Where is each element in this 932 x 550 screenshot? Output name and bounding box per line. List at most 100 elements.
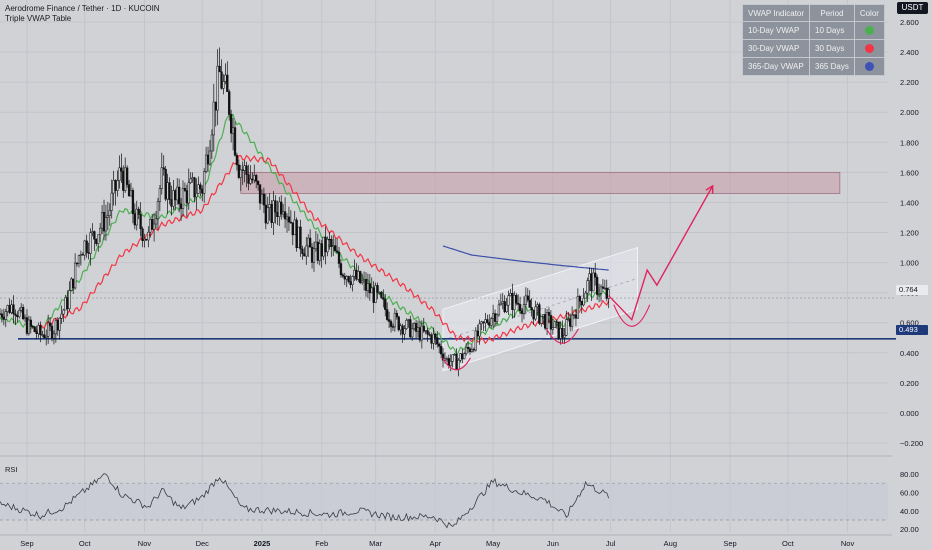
header-indicator: VWAP Indicator [741,4,811,22]
candle-body [335,250,339,253]
candle-body [595,277,599,295]
candle-body [528,299,531,308]
candle-body [241,169,244,171]
currency-badge[interactable]: USDT [897,2,928,14]
candle-body [503,301,506,313]
candle-body [547,312,551,316]
candle-body [66,297,69,310]
candle-body [569,318,572,327]
candle-body [526,295,529,301]
candle-body [16,315,19,318]
candle-body [14,313,17,316]
candle-body [54,320,58,335]
candle-body [397,316,400,331]
candle-body [545,312,549,329]
candle-body [191,177,194,180]
candle-body [520,310,524,314]
candle-body [345,276,348,280]
candle-body [409,319,412,338]
candle-body [285,216,289,220]
candle-body [95,238,98,244]
candle-body [607,289,610,299]
support-line-layer [0,297,896,340]
candle-body [355,270,358,280]
candle-body [251,178,254,181]
projection-layer [442,184,714,371]
candle-body [291,222,294,236]
candle-body [208,150,212,165]
time-tick-label: Nov [138,539,152,548]
vwap-row-365: 365-Day VWAP 365 Days [741,57,885,76]
candle-body [233,127,237,156]
candle-body [185,190,188,204]
candle-body [31,326,34,328]
price-tick-label: 2.600 [900,18,919,27]
candle-body [372,287,375,303]
candle-body [256,180,260,185]
row-period: 30 Days [809,39,855,58]
candle-body [2,317,6,320]
candle-body [141,228,144,241]
candle-body [411,328,414,338]
candlestick-series [0,47,610,377]
candle-body [147,231,150,241]
candle-body [337,251,341,264]
candle-body [349,281,352,285]
candle-body [438,343,441,347]
candle-body [376,285,379,293]
candle-body [83,240,86,256]
candle-body [268,204,271,208]
candle-body [276,211,279,217]
time-tick-label: Sep [723,539,736,548]
candle-body [237,164,241,178]
candle-body [79,254,83,256]
candle-body [582,297,585,306]
candle-body [474,330,477,351]
candle-body [476,330,479,337]
candle-body [559,328,562,339]
vwap-line-30 [34,154,610,345]
candle-body [114,180,117,191]
vwap-table-header: VWAP Indicator Period Color [741,4,885,22]
price-tick-label: 0.600 [900,319,919,328]
candle-body [204,154,208,172]
candle-body [399,325,402,331]
candle-body [266,207,269,224]
candle-body [104,217,108,232]
candle-body [334,245,337,252]
rsi-tick-label: 60.00 [900,488,919,497]
candle-body [357,271,360,280]
time-tick-label: Jul [606,539,616,548]
candle-body [370,287,373,294]
time-tick-label: May [486,539,500,548]
vwap-table: VWAP Indicator Period Color 10-Day VWAP … [741,4,885,76]
candle-body [56,320,59,331]
vwap-line-10 [0,113,610,357]
header-period: Period [809,4,855,22]
candle-body [129,189,133,197]
candle-body [189,178,192,183]
candle-body [282,211,285,215]
candle-body [414,323,418,332]
resistance-zone [240,171,841,194]
price-tick-label: −0.200 [900,439,923,448]
candle-body [318,243,321,261]
time-tick-label: Mar [369,539,382,548]
candle-body [145,238,148,241]
candle-body [470,349,474,352]
candle-body [48,322,52,327]
candle-body [603,287,606,290]
candle-body [81,254,84,256]
candle-body [25,317,29,334]
vwap-lines-layer [0,113,610,357]
candle-body [457,359,460,370]
candle-body [258,184,262,204]
candle-body [64,297,67,311]
candle-body [274,200,277,213]
candle-body [183,188,187,191]
candle-body [181,188,185,209]
bottom-curve [613,304,651,327]
candle-body [176,186,179,201]
candle-body [307,237,310,247]
